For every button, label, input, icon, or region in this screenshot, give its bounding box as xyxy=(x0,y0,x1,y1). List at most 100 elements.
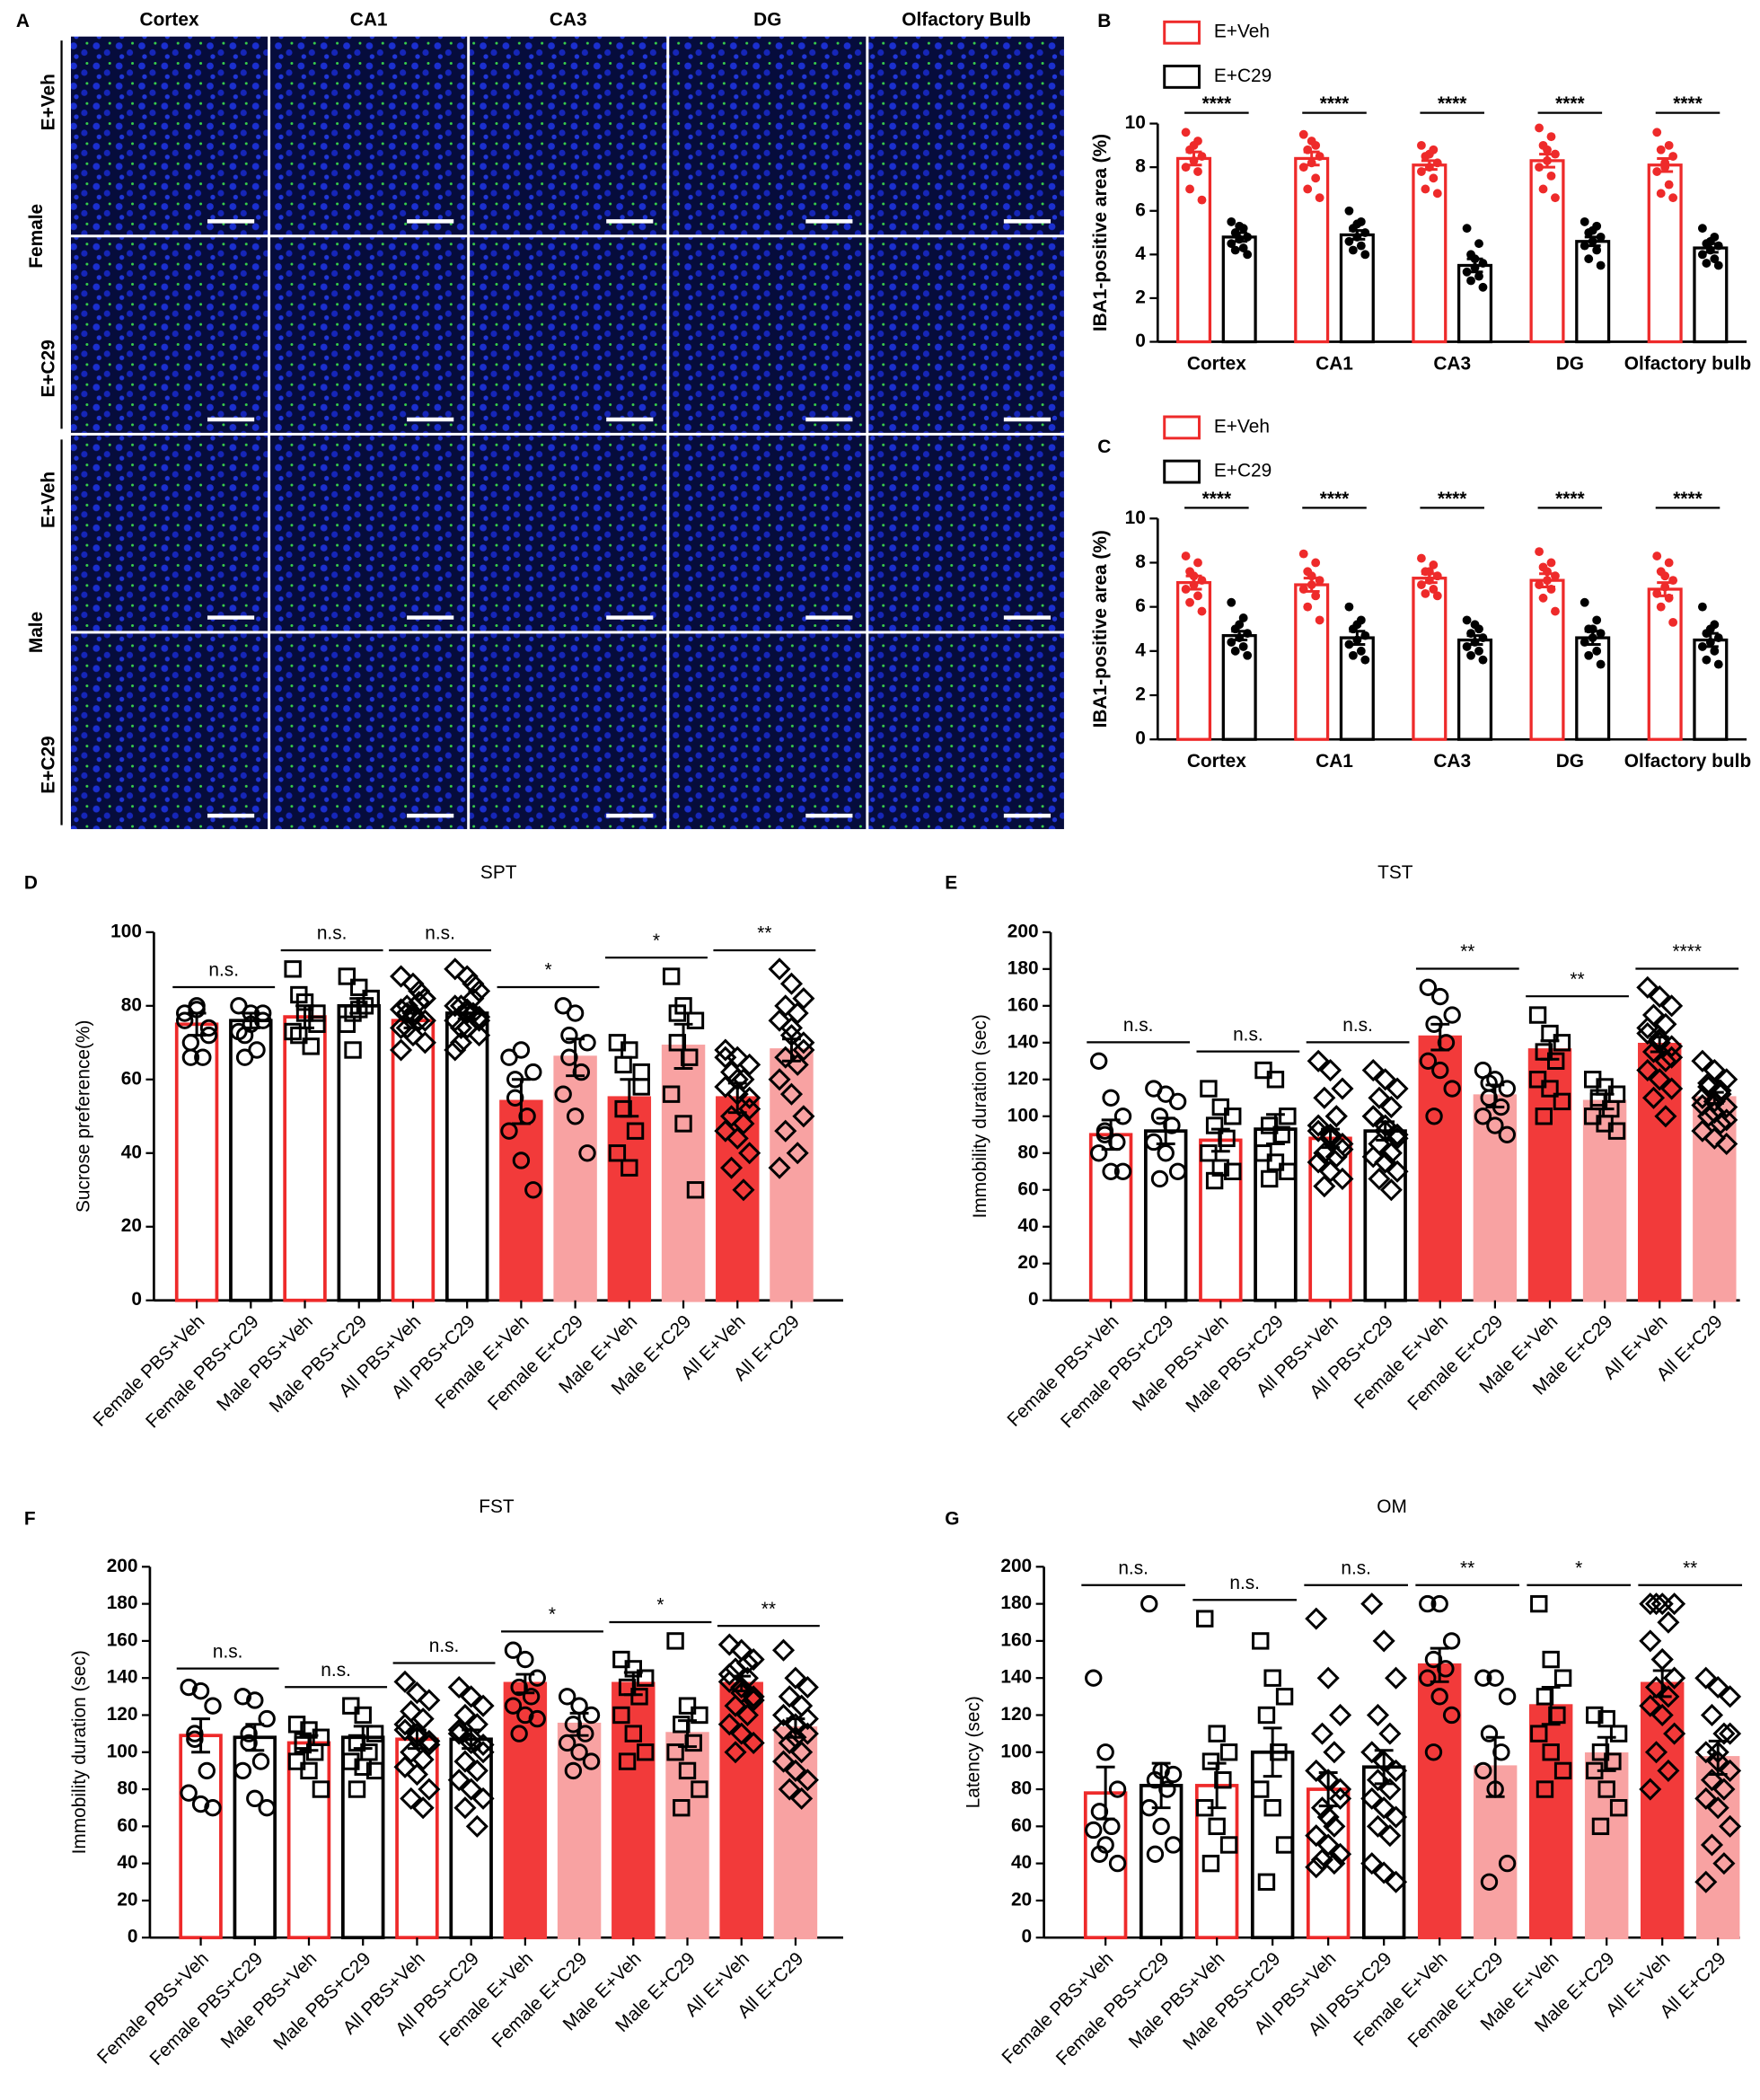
data-point xyxy=(1542,1743,1560,1761)
data-point xyxy=(1713,659,1723,669)
data-point xyxy=(732,1112,755,1135)
significance-label: **** xyxy=(1320,93,1350,114)
data-point xyxy=(522,1688,541,1706)
x-tick-label: Olfactory bulb xyxy=(1624,751,1751,772)
data-point xyxy=(1466,650,1475,660)
y-tick-label: 20 xyxy=(1017,1252,1038,1273)
data-point xyxy=(1360,250,1370,260)
data-point xyxy=(1580,241,1589,251)
data-point xyxy=(714,1038,737,1062)
legend-swatch xyxy=(1163,415,1201,440)
data-point xyxy=(1385,1666,1408,1690)
error-bar xyxy=(1650,1036,1669,1054)
y-tick-label: 200 xyxy=(107,1556,138,1576)
data-point xyxy=(1636,1059,1659,1082)
y-tick-label: 160 xyxy=(1008,994,1039,1015)
data-point xyxy=(1498,1688,1517,1706)
data-point xyxy=(1243,650,1253,660)
error-bar xyxy=(1101,1118,1121,1151)
error-bar xyxy=(1185,574,1202,591)
data-point xyxy=(1706,1796,1729,1820)
y-axis-label: IBA1-positive area (%) xyxy=(1090,530,1111,728)
data-point xyxy=(1385,1805,1408,1829)
data-point xyxy=(691,1780,708,1798)
data-point xyxy=(287,1752,306,1770)
y-tick-label: 0 xyxy=(1028,1289,1039,1310)
data-point xyxy=(1691,1119,1714,1143)
error-bar xyxy=(1303,150,1320,167)
error-bar xyxy=(1349,229,1366,241)
micrograph xyxy=(669,36,867,235)
significance-label: **** xyxy=(1202,489,1232,509)
data-point xyxy=(1663,1666,1686,1690)
bar xyxy=(283,1015,327,1302)
data-point xyxy=(1305,1759,1328,1782)
data-point xyxy=(411,1748,435,1771)
data-point xyxy=(1316,1833,1340,1857)
data-point xyxy=(1205,1116,1224,1134)
data-point xyxy=(1443,1006,1461,1024)
data-point xyxy=(1208,1817,1226,1836)
data-point xyxy=(1379,1142,1403,1165)
data-point xyxy=(1657,1610,1680,1634)
data-point xyxy=(720,1156,744,1179)
y-tick-label: 200 xyxy=(1000,1556,1032,1576)
data-point xyxy=(1257,1873,1276,1891)
bar xyxy=(1647,587,1683,741)
data-point xyxy=(1652,551,1662,561)
data-point xyxy=(338,967,356,985)
data-point xyxy=(1238,243,1248,252)
data-point xyxy=(1181,128,1191,137)
data-point xyxy=(308,1015,326,1033)
data-point xyxy=(1715,1132,1738,1156)
error-bar xyxy=(1541,1686,1561,1726)
data-point xyxy=(453,1750,477,1773)
data-point xyxy=(504,1641,523,1659)
data-point xyxy=(1323,1852,1346,1875)
y-tick-label: 0 xyxy=(1022,1927,1033,1947)
error-bar xyxy=(403,1011,423,1029)
data-point xyxy=(1480,1074,1498,1092)
data-point xyxy=(1498,1125,1516,1143)
bar xyxy=(341,1735,385,1940)
data-point xyxy=(786,1142,809,1165)
y-tick-label: 0 xyxy=(131,1289,142,1310)
data-point xyxy=(630,1688,648,1706)
error-bar xyxy=(1185,150,1202,167)
data-point xyxy=(796,1722,819,1745)
data-point xyxy=(1356,241,1366,251)
data-point xyxy=(411,1707,435,1731)
data-point xyxy=(1379,1178,1403,1202)
treatment-label: E+C29 xyxy=(39,340,59,397)
data-point xyxy=(1386,1160,1409,1183)
data-point xyxy=(626,1122,645,1140)
data-point xyxy=(1462,615,1472,625)
data-point xyxy=(1702,259,1712,268)
x-tick-label: Female E+C29 xyxy=(1404,1311,1507,1415)
data-point xyxy=(1432,189,1442,199)
data-point xyxy=(1168,1162,1187,1180)
panel-label: D xyxy=(24,873,38,894)
data-point xyxy=(468,1024,491,1047)
data-point xyxy=(1157,1085,1175,1103)
error-bar xyxy=(1597,1735,1616,1772)
data-point xyxy=(1419,978,1438,997)
y-tick-label: 120 xyxy=(1000,1704,1032,1725)
error-bar xyxy=(1318,1770,1338,1808)
data-point xyxy=(204,1799,222,1817)
significance-label: ** xyxy=(1460,1557,1474,1578)
error-bar xyxy=(1652,1669,1672,1699)
data-point xyxy=(1709,1079,1732,1102)
treatment-label: E+Veh xyxy=(39,472,59,528)
data-point xyxy=(1372,1861,1395,1884)
data-point xyxy=(1431,987,1449,1006)
data-point xyxy=(1307,137,1316,146)
data-point xyxy=(1660,571,1670,581)
y-tick-label: 140 xyxy=(107,1667,138,1688)
data-point xyxy=(1303,184,1313,194)
data-point xyxy=(1230,646,1240,656)
data-point xyxy=(1352,620,1362,630)
data-point xyxy=(1419,1669,1437,1687)
data-point xyxy=(1694,1870,1718,1893)
error-bar xyxy=(1539,153,1555,169)
